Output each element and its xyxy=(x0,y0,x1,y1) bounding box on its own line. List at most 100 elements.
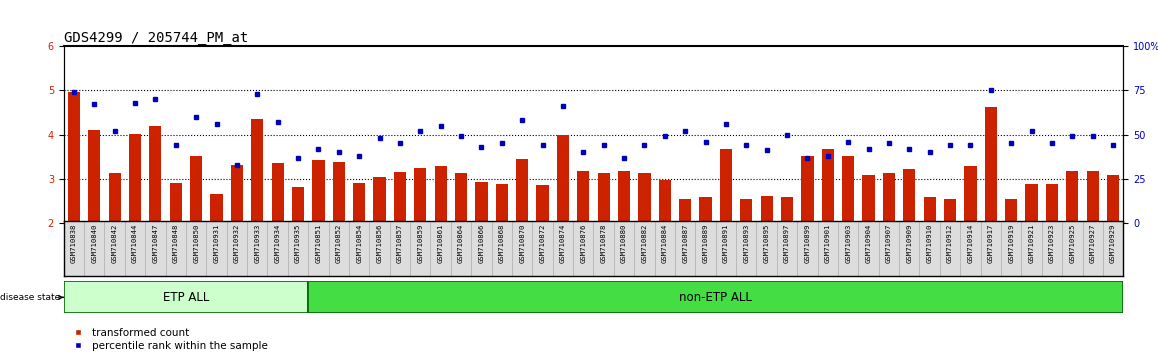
Bar xyxy=(394,172,406,223)
Bar xyxy=(373,177,386,223)
Text: GSM710919: GSM710919 xyxy=(1009,224,1014,263)
Bar xyxy=(68,92,80,223)
Text: GSM710876: GSM710876 xyxy=(580,224,586,263)
Bar xyxy=(577,171,589,223)
Bar xyxy=(308,281,1123,313)
Text: GSM710847: GSM710847 xyxy=(153,224,159,263)
Bar xyxy=(169,183,182,223)
Text: GSM710893: GSM710893 xyxy=(743,224,749,263)
Text: GSM710914: GSM710914 xyxy=(967,224,974,263)
Bar xyxy=(924,198,936,223)
Text: GSM710929: GSM710929 xyxy=(1111,224,1116,263)
Bar xyxy=(1005,199,1018,223)
Text: GSM710932: GSM710932 xyxy=(234,224,240,263)
Text: GSM710868: GSM710868 xyxy=(499,224,505,263)
Text: disease state: disease state xyxy=(0,293,63,302)
Text: GSM710933: GSM710933 xyxy=(255,224,261,263)
Bar xyxy=(944,199,957,223)
Text: GSM710842: GSM710842 xyxy=(111,224,118,263)
Text: GSM710934: GSM710934 xyxy=(274,224,280,263)
Bar xyxy=(679,199,691,223)
Text: GSM710910: GSM710910 xyxy=(926,224,932,263)
Text: GSM710927: GSM710927 xyxy=(1090,224,1095,263)
Legend: transformed count, percentile rank within the sample: transformed count, percentile rank withi… xyxy=(68,324,272,354)
Bar xyxy=(822,149,834,223)
Text: ETP ALL: ETP ALL xyxy=(163,291,210,304)
Bar xyxy=(659,180,670,223)
Bar xyxy=(557,135,569,223)
Bar xyxy=(88,130,101,223)
Bar xyxy=(1046,184,1058,223)
Text: GSM710848: GSM710848 xyxy=(173,224,178,263)
Text: GSM710897: GSM710897 xyxy=(784,224,790,263)
Bar xyxy=(740,199,753,223)
Bar xyxy=(496,184,508,223)
Bar xyxy=(475,182,488,223)
Bar xyxy=(271,163,284,223)
Text: GSM710917: GSM710917 xyxy=(988,224,994,263)
Text: non-ETP ALL: non-ETP ALL xyxy=(680,291,753,304)
Text: GSM710880: GSM710880 xyxy=(621,224,626,263)
Text: GSM710874: GSM710874 xyxy=(560,224,566,263)
Bar xyxy=(292,187,305,223)
Text: GSM710838: GSM710838 xyxy=(71,224,76,263)
Bar xyxy=(129,134,141,223)
Text: GSM710907: GSM710907 xyxy=(886,224,892,263)
Bar xyxy=(251,119,263,223)
Text: GSM710903: GSM710903 xyxy=(845,224,851,263)
Text: GDS4299 / 205744_PM_at: GDS4299 / 205744_PM_at xyxy=(64,31,248,45)
Text: GSM710884: GSM710884 xyxy=(661,224,668,263)
Text: GSM710866: GSM710866 xyxy=(478,224,484,263)
Text: GSM710891: GSM710891 xyxy=(723,224,728,263)
Text: GSM710895: GSM710895 xyxy=(763,224,770,263)
Text: GSM710844: GSM710844 xyxy=(132,224,138,263)
Bar xyxy=(780,198,793,223)
Text: GSM710882: GSM710882 xyxy=(642,224,647,263)
Bar xyxy=(109,173,120,223)
Text: GSM710852: GSM710852 xyxy=(336,224,342,263)
Bar xyxy=(984,107,997,223)
Bar xyxy=(230,165,243,223)
Bar xyxy=(64,281,308,313)
Text: GSM710856: GSM710856 xyxy=(376,224,382,263)
Bar xyxy=(455,173,467,223)
Text: GSM710904: GSM710904 xyxy=(865,224,872,263)
Bar xyxy=(1067,171,1078,223)
Text: GSM710878: GSM710878 xyxy=(601,224,607,263)
Bar xyxy=(618,171,630,223)
Text: GSM710921: GSM710921 xyxy=(1028,224,1034,263)
Bar xyxy=(863,175,874,223)
Text: GSM710935: GSM710935 xyxy=(295,224,301,263)
Bar xyxy=(720,149,732,223)
Bar xyxy=(842,156,855,223)
Bar xyxy=(190,156,203,223)
Text: GSM710851: GSM710851 xyxy=(315,224,322,263)
Text: GSM710840: GSM710840 xyxy=(91,224,97,263)
Text: GSM710850: GSM710850 xyxy=(193,224,199,263)
Text: GSM710859: GSM710859 xyxy=(417,224,424,263)
Text: GSM710857: GSM710857 xyxy=(397,224,403,263)
Text: GSM710889: GSM710889 xyxy=(703,224,709,263)
Bar xyxy=(415,168,426,223)
Text: GSM710864: GSM710864 xyxy=(459,224,464,263)
Bar xyxy=(1026,184,1038,223)
Bar xyxy=(149,126,161,223)
Text: GSM710854: GSM710854 xyxy=(357,224,362,263)
Text: GSM710909: GSM710909 xyxy=(907,224,913,263)
Bar xyxy=(965,166,976,223)
Bar xyxy=(332,162,345,223)
Bar xyxy=(434,166,447,223)
Text: GSM710931: GSM710931 xyxy=(213,224,220,263)
Bar xyxy=(211,194,222,223)
Bar xyxy=(882,173,895,223)
Bar xyxy=(1107,175,1119,223)
Bar xyxy=(598,173,610,223)
Text: GSM710925: GSM710925 xyxy=(1069,224,1076,263)
Bar xyxy=(903,169,916,223)
Bar xyxy=(516,159,528,223)
Text: GSM710872: GSM710872 xyxy=(540,224,545,263)
Text: GSM710901: GSM710901 xyxy=(824,224,830,263)
Bar xyxy=(699,198,712,223)
Bar xyxy=(801,156,814,223)
Bar xyxy=(1086,171,1099,223)
